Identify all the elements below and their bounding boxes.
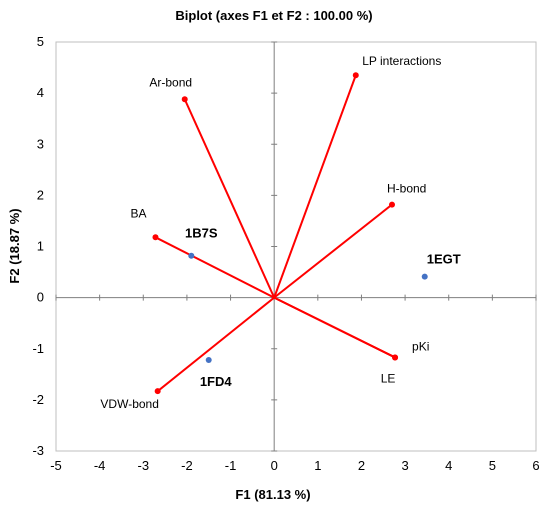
x-tick-label: -5: [50, 458, 62, 473]
vectors-layer: [155, 74, 396, 392]
x-tick-label: 1: [314, 458, 321, 473]
y-tick-label: 1: [37, 239, 44, 254]
observation-point: [188, 252, 195, 259]
variable-vector: [157, 296, 275, 392]
variable-vector: [273, 203, 393, 299]
observation-point: [421, 273, 428, 280]
variable-vector: [155, 236, 275, 299]
y-tick-label: -3: [32, 443, 44, 458]
variable-point: [392, 354, 399, 361]
variable-label: Ar-bond: [149, 75, 192, 89]
observation-label: 1FD4: [200, 374, 233, 389]
variable-point: [181, 96, 188, 103]
variable-point: [352, 72, 359, 79]
y-tick-label: -1: [32, 341, 44, 356]
variable-label: H-bond: [387, 182, 426, 196]
y-tick-label: 4: [37, 85, 44, 100]
observation-label: 1EGT: [427, 252, 461, 267]
chart-title: Biplot (axes F1 et F2 : 100.00 %): [175, 8, 372, 23]
variable-point: [154, 388, 161, 395]
plot-frame: [55, 41, 537, 452]
variable-label: pKi: [412, 339, 429, 353]
x-tick-label: 4: [445, 458, 452, 473]
y-tick-label: 0: [37, 290, 44, 305]
variable-label: LE: [381, 371, 396, 385]
x-tick-label: -2: [181, 458, 193, 473]
x-tick-label: 5: [489, 458, 496, 473]
observation-label: 1B7S: [185, 226, 218, 241]
axes-layer: [56, 42, 536, 451]
labels-layer: Ar-bond LP interactions H-bond BA pKi LE VDW-b…: [100, 54, 460, 411]
variable-label: VDW-bond: [100, 397, 158, 411]
x-tick-label: -3: [137, 458, 149, 473]
variable-point: [152, 234, 159, 241]
x-tick-label: -1: [225, 458, 237, 473]
points-layer: [152, 72, 428, 395]
variable-point: [389, 201, 395, 208]
variable-label: BA: [130, 206, 146, 220]
variable-label: LP interactions: [362, 54, 441, 68]
y-tick-label: 3: [37, 136, 44, 151]
y-tick-label: 5: [37, 34, 44, 49]
x-tick-label: 3: [401, 458, 408, 473]
y-axis-title: F2 (18.87 %): [7, 208, 22, 283]
variable-vector: [273, 74, 357, 298]
x-tick-label: 6: [532, 458, 539, 473]
x-tick-label: -4: [94, 458, 106, 473]
variable-vector: [273, 296, 396, 359]
observation-point: [205, 356, 212, 363]
x-tick-label: 2: [358, 458, 365, 473]
y-tick-label: 2: [37, 187, 44, 202]
x-axis-title: F1 (81.13 %): [235, 487, 310, 502]
variable-vector: [183, 98, 276, 299]
x-tick-label: 0: [271, 458, 278, 473]
y-tick-label: -2: [32, 392, 44, 407]
